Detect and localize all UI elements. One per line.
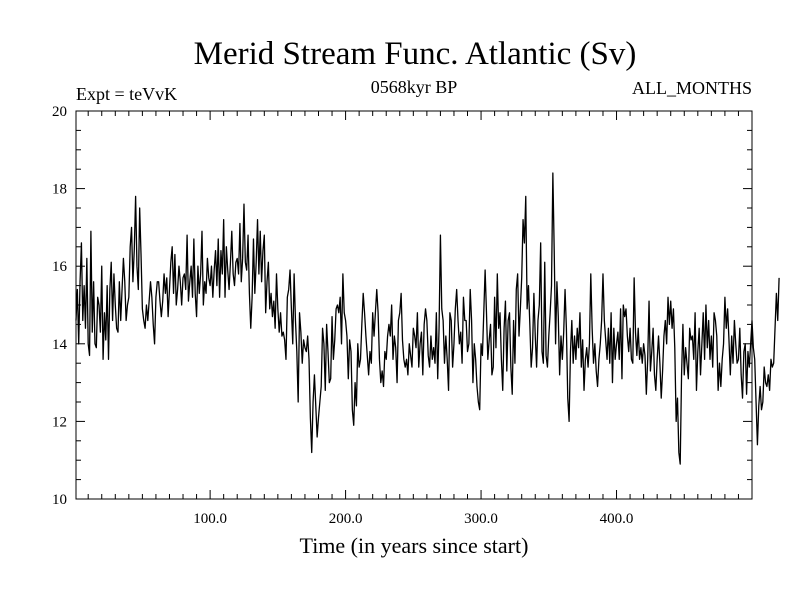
plot-frame bbox=[75, 110, 753, 500]
x-tick-label: 200.0 bbox=[329, 511, 363, 527]
series-group bbox=[75, 172, 780, 465]
y-tick-label: 12 bbox=[52, 414, 67, 430]
x-tick-label: 300.0 bbox=[464, 511, 498, 527]
period-label: 0568kyr BP bbox=[371, 77, 458, 97]
y-tick-label: 16 bbox=[52, 259, 68, 275]
y-tick-label: 18 bbox=[52, 182, 67, 198]
chart-title: Merid Stream Func. Atlantic (Sv) bbox=[194, 36, 637, 72]
y-tick-label: 14 bbox=[52, 337, 68, 353]
y-tick-label: 20 bbox=[52, 104, 67, 120]
x-axis-label: Time (in years since start) bbox=[300, 533, 529, 558]
months-label: ALL_MONTHS bbox=[632, 78, 752, 98]
experiment-label: Expt = teVvK bbox=[76, 84, 177, 104]
series-line-0 bbox=[75, 172, 780, 465]
x-tick-label: 100.0 bbox=[193, 511, 227, 527]
y-tick-label: 10 bbox=[52, 492, 67, 508]
x-tick-label: 400.0 bbox=[600, 511, 634, 527]
